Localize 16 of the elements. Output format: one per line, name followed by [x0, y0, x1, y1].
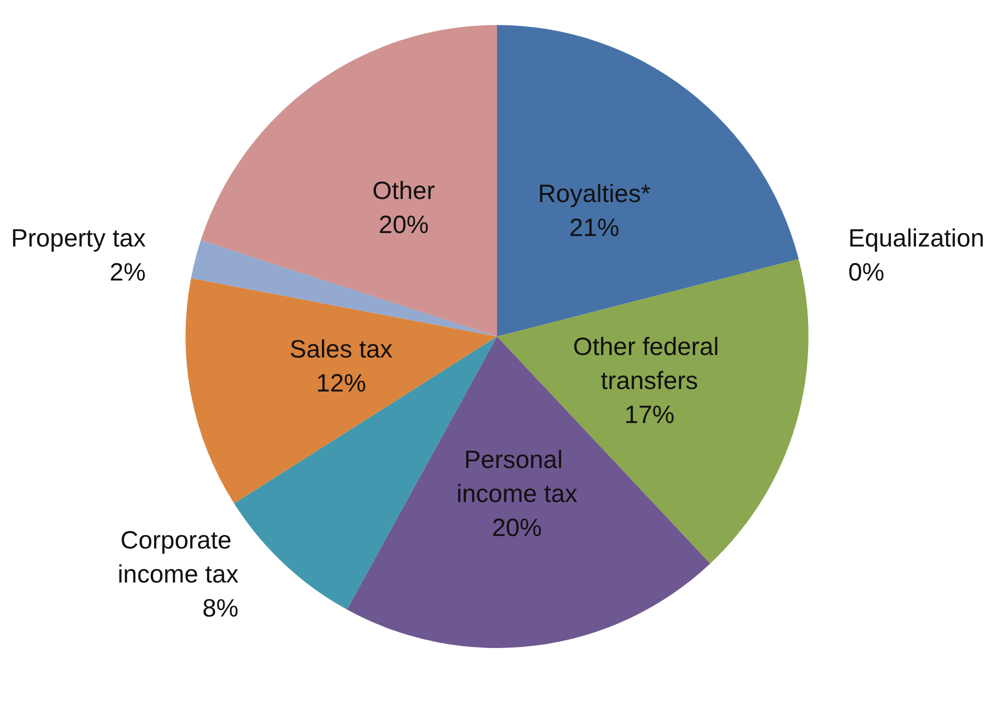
data-label: 21% [569, 214, 620, 242]
data-label: 20% [378, 211, 429, 240]
category-label: Equalization [848, 224, 984, 252]
data-label: 20% [492, 514, 542, 542]
slice-label: Other [372, 177, 435, 206]
slice-label: Sales tax [290, 335, 393, 364]
data-label: 12% [316, 369, 366, 398]
slice-label: Personal income tax [456, 446, 578, 508]
data-label: 17% [624, 400, 674, 429]
slice-label: Other federal transfers [573, 332, 726, 395]
data-label: 8% [202, 594, 239, 622]
slice-label: Royalties* [538, 180, 651, 208]
slice-label: Corporate income tax [118, 526, 240, 588]
data-label: 2% [110, 258, 146, 286]
slice-label: Property tax [11, 224, 146, 252]
text: 0% [848, 258, 884, 286]
